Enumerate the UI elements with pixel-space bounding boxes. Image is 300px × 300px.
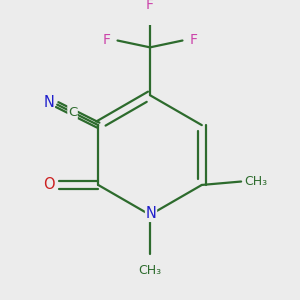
Text: F: F xyxy=(189,33,197,47)
Text: O: O xyxy=(44,177,55,192)
Text: N: N xyxy=(146,206,157,221)
Text: CH₃: CH₃ xyxy=(138,264,162,277)
Text: F: F xyxy=(146,0,154,12)
Text: CH₃: CH₃ xyxy=(244,175,268,188)
Text: F: F xyxy=(103,33,111,47)
Text: N: N xyxy=(43,95,54,110)
Text: C: C xyxy=(68,106,77,118)
